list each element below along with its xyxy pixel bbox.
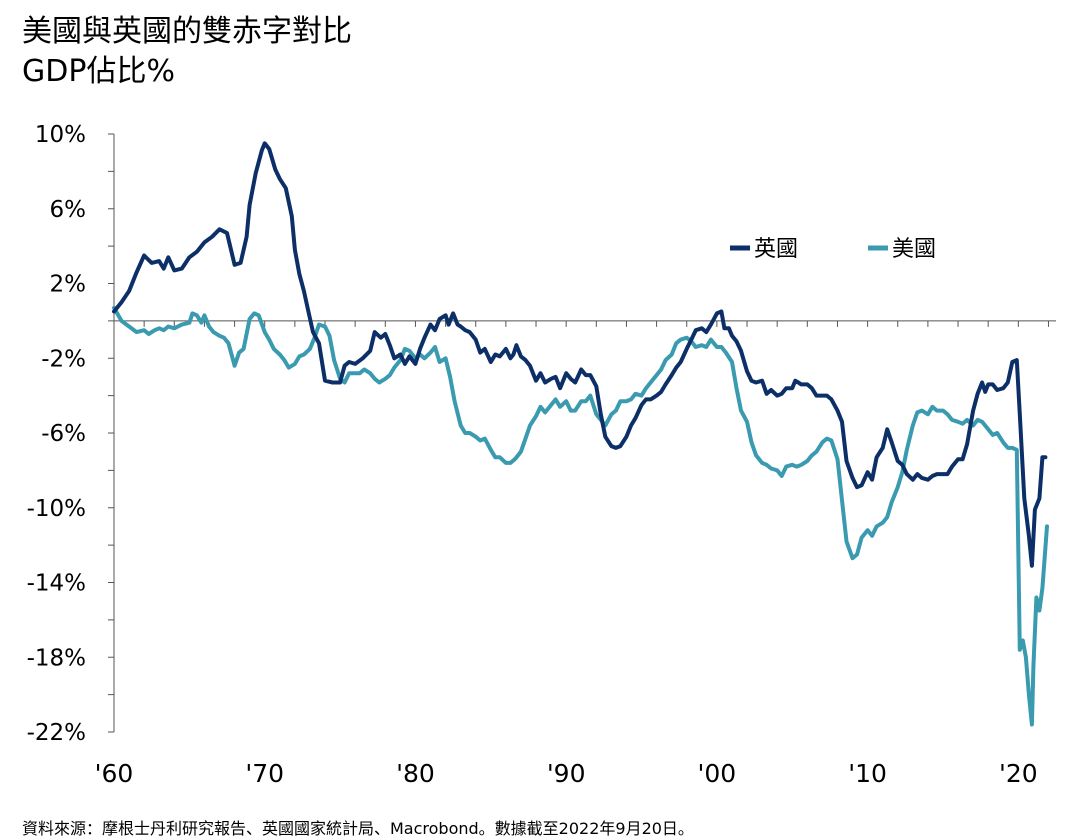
x-tick-label: '00 xyxy=(698,759,737,788)
source-note: 資料來源：摩根士丹利研究報告、英國國家統計局、Macrobond。數據截至202… xyxy=(22,819,694,838)
y-tick-label: 6% xyxy=(50,197,87,223)
y-tick-label: -6% xyxy=(41,421,86,447)
legend: 英國 美國 xyxy=(730,237,936,262)
x-tick-label: '80 xyxy=(396,759,435,788)
y-tick-label: -14% xyxy=(27,571,86,597)
series-line xyxy=(112,141,1048,568)
x-tick-label: '10 xyxy=(848,759,887,788)
y-tick-label: -22% xyxy=(27,720,86,746)
y-tick-labels: 10% 6% 2% -2% -6% -10% -14% -18% -22% xyxy=(27,122,86,746)
chart-axes xyxy=(108,133,1056,733)
y-tick-label: -10% xyxy=(27,496,86,522)
legend-label: 美國 xyxy=(892,237,936,262)
series-line xyxy=(112,305,1049,727)
chart-title: 美國與英國的雙赤字對比 xyxy=(22,14,352,49)
chart-title-block: 美國與英國的雙赤字對比 GDP佔比% xyxy=(22,12,352,92)
x-tick-labels: '60 '70 '80 '90 '00 '10 '20 xyxy=(95,759,1038,788)
x-tick-label: '90 xyxy=(547,759,586,788)
y-tick-label: 2% xyxy=(50,272,87,298)
x-tick-label: '60 xyxy=(95,759,134,788)
series-lines xyxy=(112,141,1049,727)
x-tick-label: '70 xyxy=(245,759,284,788)
y-tick-label: 10% xyxy=(35,122,86,148)
legend-label: 英國 xyxy=(754,237,798,262)
y-tick-label: -2% xyxy=(41,346,86,372)
x-tick-label: '20 xyxy=(999,759,1038,788)
chart-subtitle: GDP佔比% xyxy=(22,54,175,89)
y-tick-label: -18% xyxy=(27,645,86,671)
